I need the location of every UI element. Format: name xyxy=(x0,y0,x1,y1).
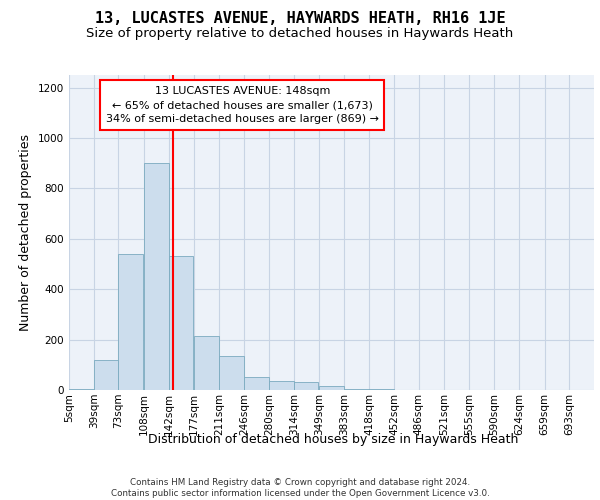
Y-axis label: Number of detached properties: Number of detached properties xyxy=(19,134,32,331)
Bar xyxy=(94,360,118,390)
Bar xyxy=(370,388,394,390)
Bar xyxy=(293,382,319,390)
Bar xyxy=(118,254,143,390)
Bar xyxy=(194,336,219,390)
Bar xyxy=(319,386,344,390)
Text: 13 LUCASTES AVENUE: 148sqm
← 65% of detached houses are smaller (1,673)
34% of s: 13 LUCASTES AVENUE: 148sqm ← 65% of deta… xyxy=(106,86,379,124)
Bar xyxy=(344,388,368,390)
Bar xyxy=(169,256,193,390)
Bar xyxy=(269,381,293,390)
Bar xyxy=(69,388,94,390)
Bar xyxy=(244,378,269,390)
Text: Distribution of detached houses by size in Haywards Heath: Distribution of detached houses by size … xyxy=(148,432,518,446)
Bar xyxy=(219,356,244,390)
Bar xyxy=(144,163,169,390)
Text: 13, LUCASTES AVENUE, HAYWARDS HEATH, RH16 1JE: 13, LUCASTES AVENUE, HAYWARDS HEATH, RH1… xyxy=(95,11,505,26)
Text: Size of property relative to detached houses in Haywards Heath: Size of property relative to detached ho… xyxy=(86,28,514,40)
Text: Contains HM Land Registry data © Crown copyright and database right 2024.
Contai: Contains HM Land Registry data © Crown c… xyxy=(110,478,490,498)
